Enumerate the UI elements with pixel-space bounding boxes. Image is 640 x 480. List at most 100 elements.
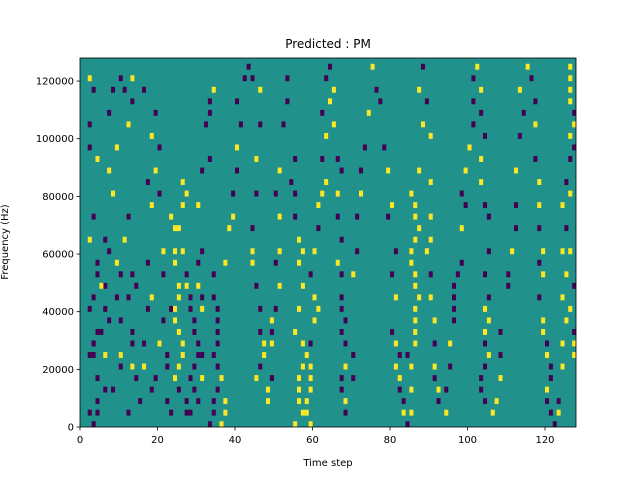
heatmap-cell [184, 271, 189, 278]
heatmap-cell [103, 282, 108, 289]
heatmap-cell [335, 213, 340, 220]
heatmap-cell [552, 421, 557, 428]
heatmap-cell [99, 328, 104, 335]
heatmap-cell [297, 386, 302, 393]
heatmap-cell [300, 248, 305, 255]
heatmap-cell [219, 375, 224, 382]
heatmap-cell [157, 340, 162, 347]
heatmap-cell [130, 363, 135, 370]
heatmap-cell [91, 352, 96, 358]
heatmap-cell [401, 409, 406, 416]
heatmap-cell [386, 167, 391, 174]
y-tick-label: 20000 [42, 365, 74, 376]
heatmap-cell [467, 144, 472, 151]
heatmap-cell [483, 132, 488, 139]
heatmap-cell [91, 421, 96, 428]
heatmap-cell [211, 352, 216, 358]
chart-title: Predicted : PM [285, 37, 371, 51]
heatmap-cell [362, 144, 367, 151]
heatmap-cell [235, 98, 240, 105]
heatmap-cell [335, 156, 340, 162]
heatmap-cell [304, 352, 309, 358]
heatmap-cell [273, 259, 278, 266]
heatmap-cell [459, 225, 464, 232]
heatmap-cell [351, 352, 356, 358]
heatmap-cell [300, 409, 305, 416]
heatmap-cell [293, 190, 298, 197]
y-tick-label: 0 [68, 423, 74, 434]
heatmap-cell [142, 86, 147, 93]
heatmap-cell [413, 340, 418, 347]
heatmap-cell [413, 213, 418, 220]
heatmap-cell [188, 294, 193, 301]
heatmap-cell [424, 98, 429, 105]
heatmap-cell [556, 409, 561, 416]
x-axis-label: Time step [302, 458, 352, 469]
heatmap-cell [541, 271, 546, 278]
heatmap-cell [122, 236, 127, 243]
heatmap-cell [196, 352, 201, 358]
heatmap-cell [483, 398, 488, 405]
heatmap-cell [223, 409, 228, 416]
heatmap-cell [235, 167, 240, 174]
heatmap-cell [401, 398, 406, 405]
heatmap-cell [176, 363, 181, 370]
heatmap-cell [397, 352, 402, 358]
heatmap-cell [114, 294, 119, 301]
heatmap-cell [215, 340, 220, 347]
heatmap-cell [413, 305, 418, 312]
heatmap-cell [339, 305, 344, 312]
heatmap-cell [200, 305, 205, 312]
heatmap-cell [537, 294, 542, 301]
heatmap-cell [428, 271, 433, 278]
heatmap-cell [541, 248, 546, 255]
heatmap-cell [343, 398, 348, 405]
heatmap-cell [246, 63, 251, 70]
y-tick-label: 120000 [36, 77, 74, 88]
heatmap-cell [277, 282, 282, 289]
heatmap-cell [308, 421, 313, 428]
heatmap-cell [413, 317, 418, 324]
heatmap-cell [204, 121, 209, 128]
heatmap-cell [196, 202, 201, 209]
heatmap-cell [572, 352, 577, 358]
heatmap-cell [514, 202, 519, 209]
heatmap-cell [126, 213, 131, 220]
heatmap-cell [118, 352, 123, 358]
heatmap-cell [471, 75, 476, 82]
heatmap-cell [107, 167, 112, 174]
heatmap-cell [130, 98, 135, 105]
heatmap-cell [153, 167, 158, 174]
heatmap-cell [293, 421, 298, 428]
x-tick-label: 120 [535, 435, 554, 446]
heatmap-cell [188, 409, 193, 416]
heatmap-cell [490, 409, 495, 416]
heatmap-cell [130, 340, 135, 347]
y-tick-label: 100000 [36, 134, 74, 145]
heatmap-cell [568, 305, 573, 312]
heatmap-cell [95, 328, 100, 335]
y-tick-label: 80000 [42, 192, 74, 203]
heatmap-cell [463, 167, 468, 174]
heatmap-cell [122, 86, 127, 93]
heatmap-cell [254, 375, 259, 382]
x-tick-label: 60 [306, 435, 319, 446]
heatmap-cell [196, 259, 201, 266]
heatmap-cell [250, 259, 255, 266]
heatmap-cell [452, 294, 457, 301]
heatmap-cell [173, 248, 178, 255]
plot-frame [79, 57, 577, 428]
heatmap-cell [118, 363, 123, 370]
heatmap-cell [87, 236, 92, 243]
heatmap-cell [537, 225, 542, 232]
heatmap-cell [510, 248, 515, 255]
heatmap-cell [328, 98, 333, 105]
heatmap-cell [95, 375, 100, 382]
heatmap-cell [479, 179, 484, 185]
heatmap-cell [572, 340, 577, 347]
heatmap-cell [483, 271, 488, 278]
heatmap-cell [297, 236, 302, 243]
heatmap-cell [238, 121, 243, 128]
heatmap-cell [130, 271, 135, 278]
